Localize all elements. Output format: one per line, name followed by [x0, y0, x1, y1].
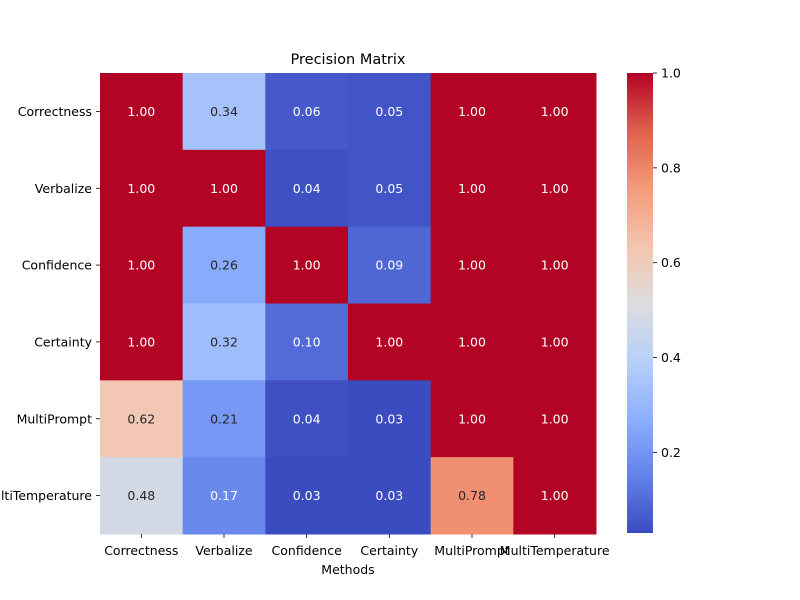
heatmap-cells [100, 73, 597, 535]
colorbar-tick-label: 0.8 [661, 160, 681, 175]
x-tick-label: MultiPrompt [434, 543, 509, 558]
y-tick-label: Verbalize [35, 181, 93, 196]
heatmap-cell [100, 226, 184, 304]
colorbar-tick-label: 0.6 [661, 255, 681, 270]
heatmap-cell [182, 226, 266, 304]
heatmap-cell [430, 226, 514, 304]
heatmap-cell [348, 457, 432, 535]
x-tick-label: Confidence [272, 543, 343, 558]
heatmap-cell [100, 380, 184, 458]
colorbar: 0.2 0.4 0.6 0.8 1.0 [627, 66, 681, 533]
cell-value-label: 0.62 [127, 411, 155, 426]
y-tick-label: MultiPrompt [17, 411, 92, 426]
cell-value-label: 1.00 [293, 258, 321, 273]
cell-value-label: 1.00 [541, 488, 569, 503]
cell-value-label: 1.00 [127, 104, 155, 119]
heatmap-cell [430, 73, 514, 151]
colorbar-tick-label: 0.2 [661, 445, 681, 460]
heatmap-cell [182, 303, 266, 381]
cell-value-label: 0.09 [375, 258, 403, 273]
cell-value-label: 1.00 [541, 104, 569, 119]
x-axis: Correctness Verbalize Confidence Certainty M… [104, 534, 610, 558]
cell-value-label: 0.05 [375, 181, 403, 196]
heatmap-cell [348, 73, 432, 151]
y-axis: Correctness Verbalize Confidence Certainty M… [0, 104, 100, 503]
cell-value-label: 1.00 [210, 181, 238, 196]
cell-value-label: 0.34 [210, 104, 238, 119]
cell-value-label: 0.21 [210, 411, 238, 426]
heatmap-cell [100, 149, 184, 228]
heatmap-cell [100, 303, 184, 381]
heatmap-cell [265, 73, 349, 151]
cell-value-label: 0.32 [210, 334, 238, 349]
cell-value-label: 0.03 [375, 488, 403, 503]
x-tick-label: MultiTemperature [500, 543, 610, 558]
heatmap-cell [430, 457, 514, 535]
colorbar-tick-label: 0.4 [661, 350, 681, 365]
y-tick-label: Confidence [22, 258, 93, 273]
cell-value-label: 0.78 [458, 488, 486, 503]
heatmap-cell [265, 303, 349, 381]
cell-value-label: 1.00 [458, 334, 486, 349]
cell-value-label: 1.00 [458, 258, 486, 273]
y-tick-label: Certainty [34, 334, 92, 349]
heatmap-cell [265, 149, 349, 228]
cell-value-label: 1.00 [458, 411, 486, 426]
heatmap-cell [182, 149, 266, 228]
heatmap-cell [100, 73, 184, 151]
cell-value-label: 0.17 [210, 488, 238, 503]
cell-value-label: 1.00 [541, 258, 569, 273]
x-tick-label: Verbalize [195, 543, 253, 558]
heatmap-cell [265, 380, 349, 458]
x-axis-label: Methods [321, 562, 374, 577]
cell-value-label: 1.00 [127, 258, 155, 273]
heatmap-cell [182, 73, 266, 151]
heatmap-cell [182, 457, 266, 535]
heatmap-cell [513, 226, 597, 304]
cell-value-labels: 1.00 0.34 0.06 0.05 1.00 1.00 1.00 1.00 0.04 0.05… [127, 104, 568, 503]
cell-value-label: 0.04 [293, 411, 321, 426]
chart-title: Precision Matrix [291, 52, 406, 68]
heatmap-cell [513, 303, 597, 381]
cell-value-label: 1.00 [541, 334, 569, 349]
x-tick-label: Correctness [104, 543, 178, 558]
cell-value-label: 1.00 [458, 104, 486, 119]
cell-value-label: 0.03 [375, 411, 403, 426]
cell-value-label: 0.05 [375, 104, 403, 119]
heatmap-cell [348, 303, 432, 381]
heatmap-cell [348, 380, 432, 458]
heatmap-cell [182, 380, 266, 458]
x-tick-label: Certainty [360, 543, 418, 558]
colorbar-gradient [627, 73, 653, 533]
y-tick-label: MultiTemperature [0, 488, 92, 503]
cell-value-label: 0.03 [293, 488, 321, 503]
cell-value-label: 1.00 [127, 334, 155, 349]
cell-value-label: 0.26 [210, 258, 238, 273]
heatmap-cell [100, 457, 184, 535]
cell-value-label: 0.48 [127, 488, 155, 503]
heatmap-cell [513, 380, 597, 458]
heatmap-cell [265, 457, 349, 535]
cell-value-label: 1.00 [541, 181, 569, 196]
heatmap-cell [430, 149, 514, 228]
heatmap-cell [513, 457, 597, 535]
colorbar-tick-label: 1.0 [661, 66, 681, 81]
heatmap-cell [265, 226, 349, 304]
heatmap-cell [348, 149, 432, 228]
heatmap-cell [513, 73, 597, 151]
cell-value-label: 0.10 [293, 334, 321, 349]
heatmap-cell [430, 380, 514, 458]
cell-value-label: 1.00 [541, 411, 569, 426]
cell-value-label: 0.04 [293, 181, 321, 196]
heatmap-cell [430, 303, 514, 381]
cell-value-label: 0.06 [293, 104, 321, 119]
cell-value-label: 1.00 [375, 334, 403, 349]
y-tick-label: Correctness [18, 104, 92, 119]
cell-value-label: 1.00 [458, 181, 486, 196]
heatmap-cell [348, 226, 432, 304]
heatmap-cell [513, 149, 597, 228]
cell-value-label: 1.00 [127, 181, 155, 196]
